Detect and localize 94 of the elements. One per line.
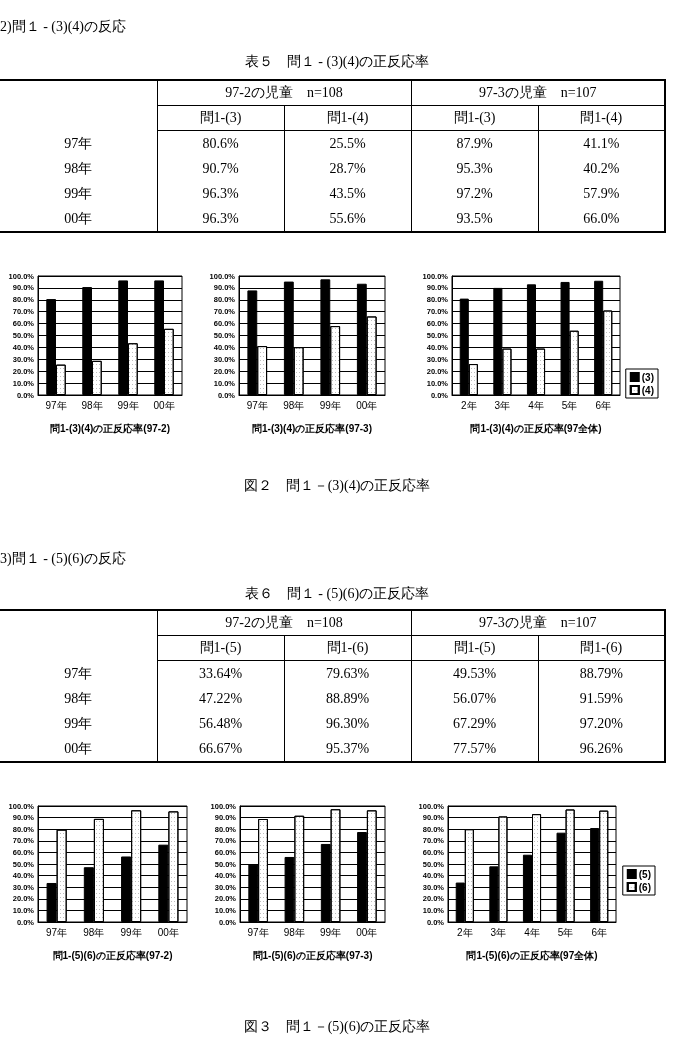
x-axis-title: 問1-(5)(6)の正反応率(97-2) — [52, 949, 173, 961]
x-tick-label: 4年 — [528, 399, 544, 411]
text: 3)問１ - (5)(6)の反応 — [0, 550, 126, 568]
x-tick-label: 2年 — [457, 926, 473, 938]
x-tick-label: 00年 — [157, 926, 179, 938]
data-label: 28.7% — [284, 156, 411, 181]
x-tick-label: 99年 — [120, 926, 142, 938]
legend-label: (3) — [641, 371, 655, 383]
x-tick-label: 2年 — [461, 399, 477, 411]
data-label: 25.5% — [284, 130, 411, 156]
text: 問1-(3) — [157, 105, 284, 131]
text: 97-2の児童 n=108 — [157, 80, 411, 106]
x-tick-label: 97年 — [46, 926, 68, 938]
category-label: 97年 — [0, 660, 157, 686]
legend-label: (4) — [641, 384, 655, 396]
text: 問1-(5) — [157, 635, 284, 661]
x-tick-label: 98年 — [283, 926, 305, 938]
data-label: 66.0% — [538, 206, 665, 232]
data-label: 43.5% — [284, 181, 411, 206]
text: 97-3の児童 n=107 — [411, 80, 665, 106]
caption: 図３ 問１－(5)(6)の正反応率 — [242, 1018, 432, 1036]
data-label: 49.53% — [411, 660, 538, 686]
category-label: 98年 — [0, 686, 157, 711]
x-tick-label: 99年 — [320, 926, 342, 938]
category-label: 99年 — [0, 711, 157, 736]
data-label: 96.30% — [284, 711, 411, 736]
text: 問1-(3) — [411, 105, 538, 131]
x-tick-label: 00年 — [153, 399, 175, 411]
data-label: 96.3% — [157, 181, 284, 206]
data-label: 80.6% — [157, 130, 284, 156]
x-axis-title: 問1-(5)(6)の正反応率(97全体) — [466, 949, 598, 961]
data-label: 95.37% — [284, 736, 411, 762]
text: 問1-(4) — [538, 105, 665, 131]
data-label: 33.64% — [157, 660, 284, 686]
legend-label: (5) — [638, 868, 652, 880]
x-tick-label: 97年 — [247, 926, 269, 938]
x-tick-label: 99年 — [319, 399, 341, 411]
text: 問1-(4) — [284, 105, 411, 131]
data-label: 97.2% — [411, 181, 538, 206]
category-label: 98年 — [0, 156, 157, 181]
x-tick-label: 3年 — [490, 926, 507, 938]
data-label: 95.3% — [411, 156, 538, 181]
data-label: 56.07% — [411, 686, 538, 711]
x-tick-label: 99年 — [117, 399, 139, 411]
text: 97-3の児童 n=107 — [411, 610, 665, 636]
x-tick-label: 97年 — [45, 399, 67, 411]
data-label: 96.3% — [157, 206, 284, 232]
data-label: 77.57% — [411, 736, 538, 762]
category-label: 97年 — [0, 130, 157, 156]
category-label: 00年 — [0, 206, 157, 232]
x-axis-title: 問1-(5)(6)の正反応率(97-3) — [252, 949, 373, 961]
data-label: 67.29% — [411, 711, 538, 736]
text: 問1-(6) — [284, 635, 411, 661]
data-label: 88.89% — [284, 686, 411, 711]
data-label: 96.26% — [538, 736, 665, 762]
x-tick-label: 98年 — [83, 926, 105, 938]
category-label: 99年 — [0, 181, 157, 206]
data-label: 56.48% — [157, 711, 284, 736]
legend-label: (6) — [638, 881, 652, 893]
x-tick-label: 98年 — [283, 399, 305, 411]
x-tick-label: 97年 — [246, 399, 268, 411]
x-tick-label: 4年 — [524, 926, 540, 938]
data-label: 57.9% — [538, 181, 665, 206]
data-label: 91.59% — [538, 686, 665, 711]
data-label: 47.22% — [157, 686, 284, 711]
x-tick-label: 00年 — [356, 926, 378, 938]
data-label: 41.1% — [538, 130, 665, 156]
x-axis-title: 問1-(3)(4)の正反応率(97-3) — [251, 422, 373, 434]
text: 2)問１ - (3)(4)の反応 — [0, 18, 126, 36]
caption: 図２ 問１－(3)(4)の正反応率 — [242, 477, 432, 495]
x-axis-title: 問1-(3)(4)の正反応率(97-2) — [49, 422, 171, 434]
data-label: 40.2% — [538, 156, 665, 181]
x-tick-label: 6年 — [595, 399, 611, 411]
x-tick-label: 6年 — [591, 926, 607, 938]
text: 表６ 問１ - (5)(6)の正反応率 — [243, 585, 431, 603]
x-tick-label: 5年 — [557, 926, 574, 938]
data-label: 66.67% — [157, 736, 284, 762]
data-label: 88.79% — [538, 660, 665, 686]
x-tick-label: 3年 — [494, 399, 511, 411]
x-tick-label: 00年 — [356, 399, 378, 411]
text: 表５ 問１ - (3)(4)の正反応率 — [243, 53, 431, 71]
data-label: 93.5% — [411, 206, 538, 232]
x-tick-label: 5年 — [561, 399, 578, 411]
text: 問1-(6) — [538, 635, 665, 661]
data-label: 87.9% — [411, 130, 538, 156]
category-label: 00年 — [0, 736, 157, 762]
text: 97-2の児童 n=108 — [157, 610, 411, 636]
data-label: 79.63% — [284, 660, 411, 686]
x-tick-label: 98年 — [81, 399, 103, 411]
text: 問1-(5) — [411, 635, 538, 661]
x-axis-title: 問1-(3)(4)の正反応率(97全体) — [470, 422, 602, 434]
data-label: 90.7% — [157, 156, 284, 181]
data-label: 97.20% — [538, 711, 665, 736]
data-label: 55.6% — [284, 206, 411, 232]
